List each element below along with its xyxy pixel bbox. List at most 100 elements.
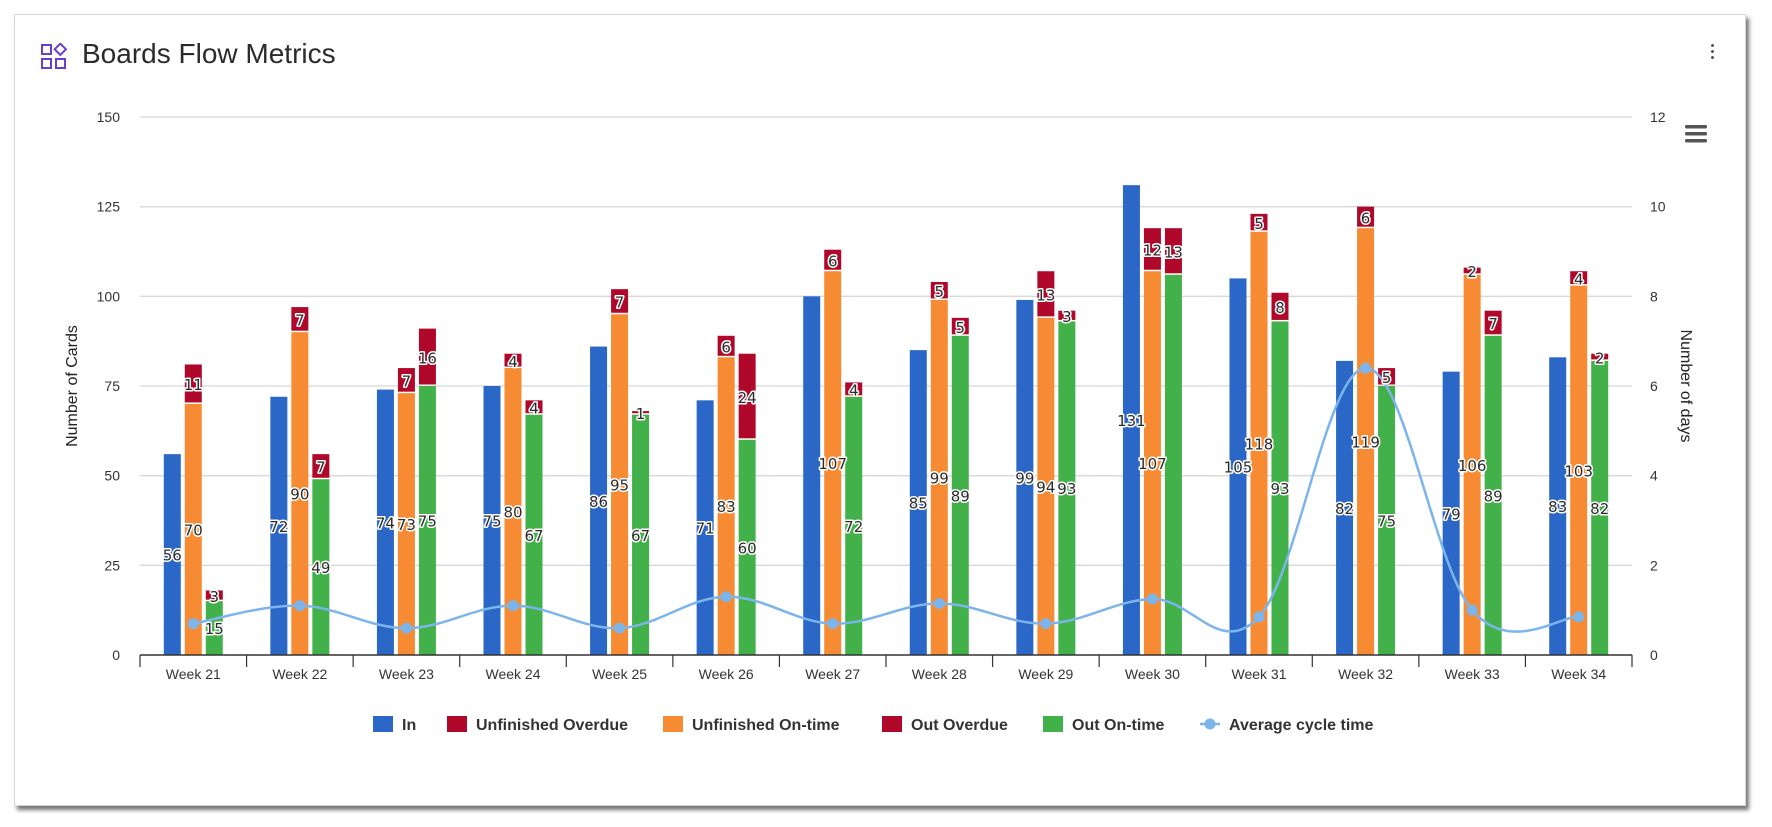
label-out-overdue: 3 (1062, 308, 1072, 326)
bar-unfinished-ontime (184, 403, 202, 655)
label-out-ontime: 75 (418, 513, 437, 531)
label-unfinished-overdue: 7 (402, 373, 412, 391)
bar-out-ontime (525, 414, 543, 655)
y-tick-label: 0 (112, 647, 120, 663)
bars (163, 185, 1609, 656)
x-tick-label: Week 26 (699, 666, 754, 682)
label-out-overdue: 7 (1488, 315, 1498, 333)
hamburger-menu-icon[interactable] (1685, 125, 1707, 143)
y2-tick-label: 6 (1650, 378, 1658, 394)
label-unfinished-overdue: 5 (1254, 215, 1264, 233)
label-unfinished-ontime: 119 (1351, 434, 1380, 452)
label-unfinished-overdue: 5 (935, 283, 945, 301)
label-out-overdue: 24 (738, 389, 757, 407)
label-unfinished-overdue: 7 (615, 294, 625, 312)
bar-unfinished-ontime (504, 368, 522, 655)
bar-unfinished-ontime (291, 332, 309, 655)
y-tick-label: 50 (104, 468, 120, 484)
legend-swatch (447, 716, 467, 732)
label-unfinished-overdue: 12 (1143, 242, 1162, 260)
label-out-overdue: 1 (636, 405, 646, 423)
label-out-ontime: 89 (1484, 487, 1503, 505)
label-out-overdue: 7 (316, 459, 326, 477)
label-unfinished-ontime: 103 (1564, 462, 1593, 480)
y-tick-label: 125 (97, 199, 121, 215)
bar-unfinished-ontime (611, 314, 629, 655)
label-out-ontime: 60 (738, 539, 757, 557)
bar-in (1229, 278, 1247, 655)
bar-unfinished-ontime (397, 393, 415, 655)
label-unfinished-overdue: 4 (1574, 270, 1584, 288)
label-unfinished-ontime: 118 (1245, 435, 1274, 453)
bar-out-overdue (1484, 310, 1502, 335)
x-tick-label: Week 34 (1551, 666, 1606, 682)
bar-unfinished-ontime (824, 271, 842, 655)
bar-unfinished-ontime (1143, 271, 1161, 655)
bar-unfinished-overdue (397, 368, 415, 392)
label-in: 75 (482, 513, 501, 531)
label-unfinished-ontime: 106 (1458, 457, 1487, 475)
y2-axis-title: Number of days (1677, 330, 1694, 443)
x-tick-label: Week 31 (1232, 666, 1287, 682)
label-unfinished-overdue: 6 (828, 252, 838, 270)
label-out-ontime: 15 (205, 620, 224, 638)
label-unfinished-ontime: 94 (1036, 478, 1055, 496)
label-unfinished-overdue: 6 (1361, 209, 1371, 227)
bar-out-ontime (1058, 321, 1076, 655)
avg-cycle-point (507, 600, 519, 612)
bar-in (590, 346, 608, 655)
y-tick-label: 25 (104, 557, 120, 573)
legend-label: In (402, 717, 416, 734)
bar-unfinished-overdue (504, 353, 522, 367)
kebab-menu-icon[interactable] (1706, 42, 1718, 66)
bar-unfinished-ontime (1463, 274, 1481, 655)
label-in: 72 (269, 518, 288, 536)
x-tick-label: Week 29 (1018, 666, 1073, 682)
legend-swatch (882, 716, 902, 732)
label-out-overdue: 4 (529, 400, 539, 418)
bar-in (163, 454, 181, 655)
label-in: 105 (1224, 459, 1253, 477)
label-out-ontime: 82 (1590, 500, 1609, 518)
bar-out-ontime (1164, 274, 1182, 655)
bar-unfinished-ontime (1250, 231, 1268, 656)
bar-out-overdue (951, 317, 969, 335)
bar-out-ontime (1484, 335, 1502, 655)
x-tick-label: Week 27 (805, 666, 860, 682)
bar-unfinished-ontime (1357, 228, 1375, 656)
label-out-ontime: 93 (1270, 480, 1289, 498)
bar-out-ontime (418, 386, 436, 655)
bar-in (696, 400, 714, 655)
bar-out-ontime (205, 601, 223, 655)
bar-out-overdue (525, 400, 543, 414)
bar-in (1016, 299, 1034, 655)
bar-unfinished-overdue (611, 289, 629, 313)
label-unfinished-overdue: 4 (508, 353, 518, 371)
bar-unfinished-overdue (1250, 213, 1268, 231)
bar-in (483, 386, 501, 655)
y-tick-label: 100 (97, 288, 121, 304)
avg-cycle-point (187, 618, 199, 630)
label-out-ontime: 49 (311, 559, 330, 577)
x-tick-label: Week 22 (272, 666, 327, 682)
label-in: 131 (1117, 412, 1146, 430)
label-unfinished-ontime: 70 (184, 521, 203, 539)
bar-out-ontime (632, 414, 650, 655)
label-out-overdue: 2 (1595, 349, 1605, 367)
label-in: 85 (909, 495, 928, 513)
bar-unfinished-overdue (1463, 267, 1481, 274)
bar-unfinished-overdue (1570, 271, 1588, 285)
bar-in (376, 389, 394, 655)
label-in: 82 (1335, 500, 1354, 518)
avg-cycle-path (193, 366, 1579, 633)
page-title: Boards Flow Metrics (82, 38, 336, 69)
legend-swatch (663, 716, 683, 732)
avg-cycle-point (1573, 611, 1585, 623)
bar-unfinished-overdue (1037, 271, 1055, 317)
avg-cycle-point (933, 597, 945, 609)
bar-unfinished-overdue (717, 335, 735, 356)
label-out-overdue: 5 (956, 319, 966, 337)
x-tick-label: Week 24 (486, 666, 541, 682)
label-out-ontime: 93 (1057, 480, 1076, 498)
